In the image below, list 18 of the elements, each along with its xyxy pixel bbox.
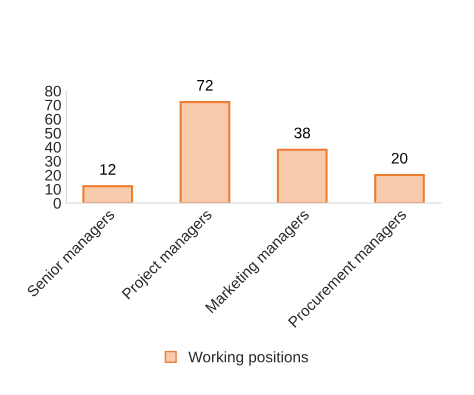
y-tick-label: 30 [45, 156, 61, 167]
bar [374, 174, 425, 204]
y-tick-label: 40 [44, 142, 61, 153]
y-tick-label: 20 [45, 170, 61, 181]
data-label: 20 [392, 152, 408, 164]
legend-label: Working positions [188, 351, 308, 366]
y-tick-label: 80 [45, 86, 61, 97]
bar [180, 101, 230, 204]
y-tick-label: 60 [45, 114, 61, 125]
bar [82, 185, 134, 204]
y-tick-label: 50 [45, 128, 61, 139]
data-label: 12 [100, 164, 116, 175]
data-label: 72 [197, 80, 213, 91]
y-tick-label: 10 [46, 184, 61, 195]
bar [276, 148, 328, 204]
data-label: 38 [294, 128, 310, 138]
y-tick-label: 70 [45, 100, 61, 111]
y-tick-label: 0 [54, 198, 61, 209]
